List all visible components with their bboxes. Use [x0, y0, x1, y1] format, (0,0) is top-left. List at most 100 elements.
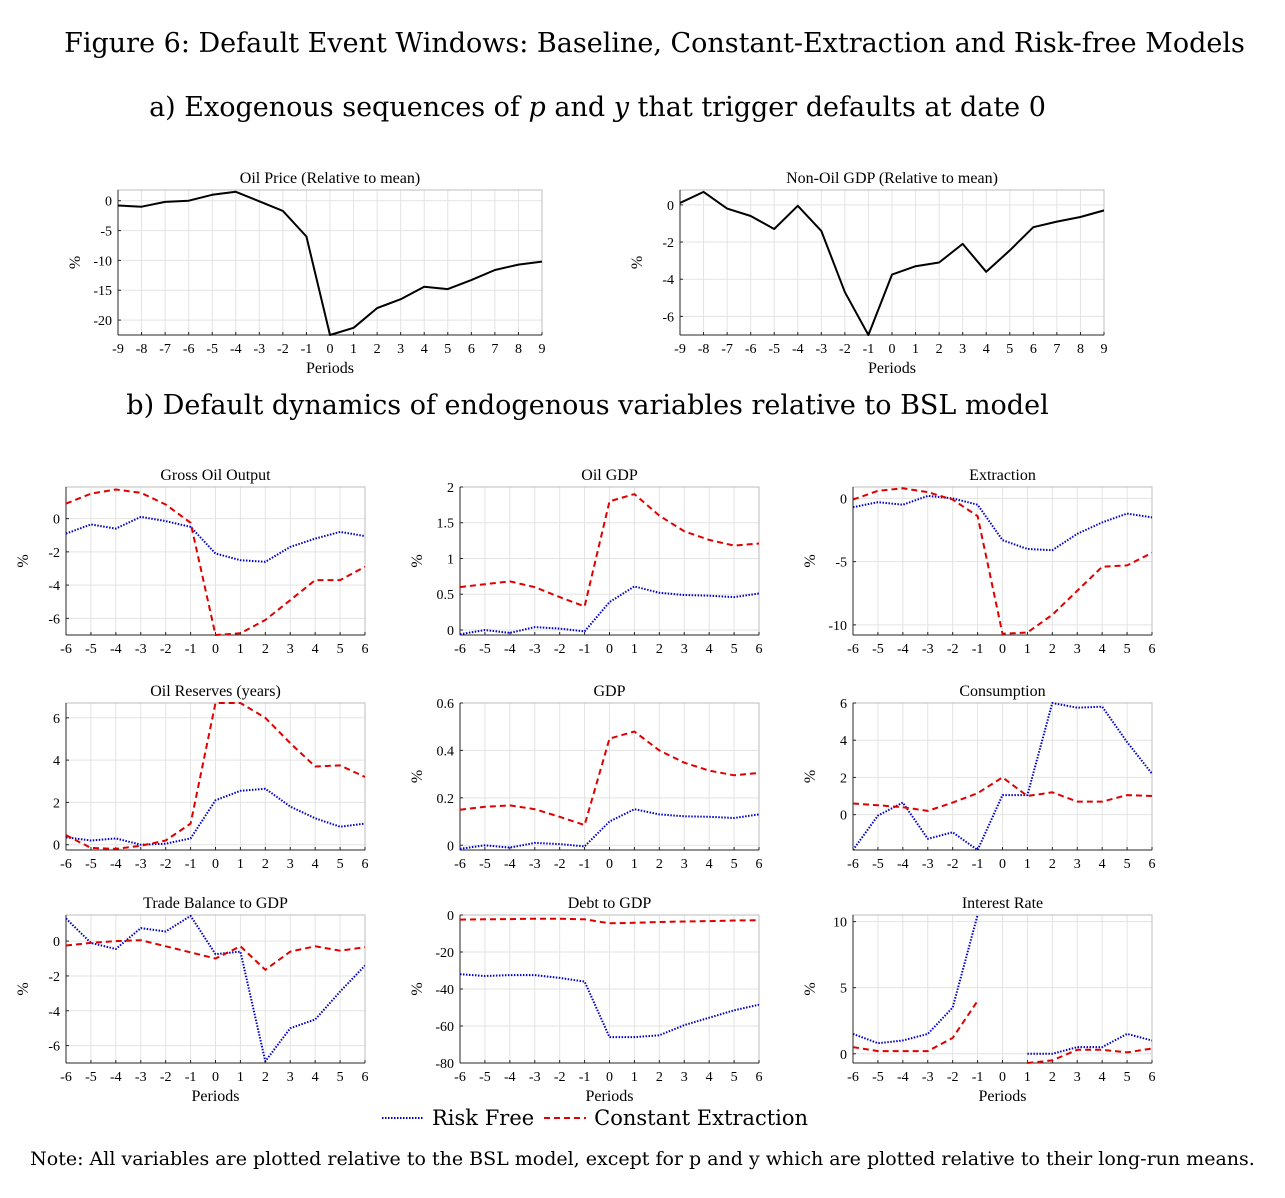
x-tick-label: 1: [631, 642, 638, 657]
x-tick-label: 1: [237, 642, 244, 657]
y-tick-label: -6: [48, 1040, 60, 1055]
y-tick-label: -40: [435, 983, 454, 998]
x-tick-label: 4: [706, 857, 713, 872]
y-axis-label: %: [409, 770, 426, 783]
x-tick-label: 4: [706, 1070, 713, 1085]
y-axis-label: %: [409, 982, 426, 995]
chart-title: Gross Oil Output: [160, 467, 271, 484]
x-tick-label: 0: [999, 857, 1006, 872]
x-tick-label: -5: [85, 642, 97, 657]
x-tick-label: 3: [959, 342, 966, 357]
series-line-constant-extraction: [1027, 1047, 1152, 1064]
x-tick-label: 0: [999, 1070, 1006, 1085]
x-tick-label: 8: [515, 342, 522, 357]
y-tick-label: 0: [53, 839, 60, 854]
series-line-constant-extraction: [66, 939, 365, 971]
y-tick-label: 0: [447, 909, 454, 924]
x-tick-label: 6: [756, 642, 763, 657]
x-tick-label: -1: [185, 642, 197, 657]
x-tick-label: 6: [1030, 342, 1037, 357]
x-tick-label: 5: [1124, 642, 1131, 657]
y-tick-label: 1.5: [437, 517, 455, 532]
x-tick-label: 7: [491, 342, 498, 357]
y-tick-label: 0.5: [437, 588, 455, 603]
x-tick-label: 4: [1099, 1070, 1106, 1085]
x-tick-label: 5: [444, 342, 451, 357]
series-line-risk-free: [66, 515, 365, 563]
y-tick-label: 0: [53, 513, 60, 528]
y-axis-label: %: [802, 554, 819, 567]
series-line-risk-free: [853, 914, 979, 1045]
series-line-risk-free: [66, 914, 365, 1063]
y-tick-label: 0: [447, 839, 454, 854]
x-tick-label: 7: [1053, 342, 1060, 357]
x-tick-label: -2: [947, 642, 959, 657]
y-tick-label: -20: [435, 946, 454, 961]
x-tick-label: -4: [897, 857, 909, 872]
x-tick-label: -9: [674, 342, 686, 357]
x-tick-label: 8: [1077, 342, 1084, 357]
x-tick-label: -4: [230, 342, 242, 357]
x-tick-label: -1: [185, 1070, 197, 1085]
x-axis-label: Periods: [192, 1088, 240, 1105]
x-axis-label: Periods: [979, 1088, 1027, 1105]
x-tick-label: 5: [731, 642, 738, 657]
series-line-constant-extraction: [66, 488, 365, 636]
y-tick-label: 1: [447, 552, 454, 567]
x-tick-label: -4: [897, 1070, 909, 1085]
x-tick-label: -3: [922, 1070, 934, 1085]
chart-panel-0: -9 -8 -7 -6 -5 -4 -3 -2 -1 0 1 2 3 4 5 6 7 8 90-5-10-15-20…: [67, 170, 546, 377]
chart-panel-9: -6 -5 -4 -3 -2 -1 0 1 2 3 4 5 6 0 -20 -40 -60 -80 Debt to …: [409, 895, 763, 1105]
x-tick-label: -6: [183, 342, 195, 357]
y-tick-label: 0.6: [437, 697, 455, 712]
x-tick-label: -2: [554, 642, 566, 657]
chart-panel-2: -6 -5 -4 -3 -2 -1 0 1 2 3 4 5 6 0 -2 -4 -6 Gross Oil Outp…: [15, 467, 369, 657]
x-tick-label: -3: [253, 342, 265, 357]
legend-label: Risk Free: [432, 1106, 535, 1130]
x-tick-label: -2: [160, 1070, 172, 1085]
y-tick-label: 0: [667, 199, 674, 214]
x-tick-label: 9: [539, 342, 546, 357]
x-tick-label: 3: [1074, 1070, 1081, 1085]
y-tick-label: 4: [840, 734, 847, 749]
x-tick-label: -4: [897, 642, 909, 657]
x-tick-label: -4: [110, 642, 122, 657]
x-tick-label: 5: [337, 857, 344, 872]
x-tick-label: -6: [847, 1070, 859, 1085]
chart-title: Consumption: [959, 683, 1045, 700]
y-tick-label: -4: [48, 579, 60, 594]
series-line-constant-extraction: [853, 487, 1152, 635]
x-tick-label: -1: [185, 857, 197, 872]
x-tick-label: -1: [579, 1070, 591, 1085]
y-tick-label: -2: [48, 546, 60, 561]
x-tick-label: 5: [337, 642, 344, 657]
y-tick-label: 0: [840, 492, 847, 507]
series-line-constant-extraction: [853, 776, 1152, 812]
x-tick-label: -4: [792, 342, 804, 357]
x-tick-label: 6: [1149, 1070, 1156, 1085]
x-tick-label: 1: [1024, 857, 1031, 872]
y-tick-label: -6: [48, 612, 60, 627]
x-tick-label: -3: [529, 1070, 541, 1085]
x-tick-label: 4: [983, 342, 990, 357]
y-tick-label: -5: [835, 556, 847, 571]
chart-panel-1: -9 -8 -7 -6 -5 -4 -3 -2 -1 0 1 2 3 4 5 6 7 8 9 0 -2 -4 -6 Non-O…: [629, 170, 1108, 377]
x-tick-label: -1: [972, 1070, 984, 1085]
x-tick-label: -3: [815, 342, 827, 357]
x-tick-label: 5: [1124, 1070, 1131, 1085]
y-axis-label: %: [802, 982, 819, 995]
x-tick-label: 4: [1099, 642, 1106, 657]
x-tick-label: -4: [110, 1070, 122, 1085]
x-tick-label: -6: [847, 642, 859, 657]
y-tick-label: -10: [828, 619, 847, 634]
x-tick-label: 1: [237, 857, 244, 872]
x-tick-label: 6: [468, 342, 475, 357]
x-tick-label: 2: [656, 857, 663, 872]
chart-panel-5: -6 -5 -4 -3 -2 -1 0 1 2 3 4 5 6 0 2 4 6 Oil Reserves (yea…: [53, 683, 369, 872]
x-tick-label: 3: [1074, 857, 1081, 872]
x-tick-label: 1: [631, 1070, 638, 1085]
x-tick-label: -2: [160, 857, 172, 872]
y-tick-label: 0: [105, 195, 112, 210]
